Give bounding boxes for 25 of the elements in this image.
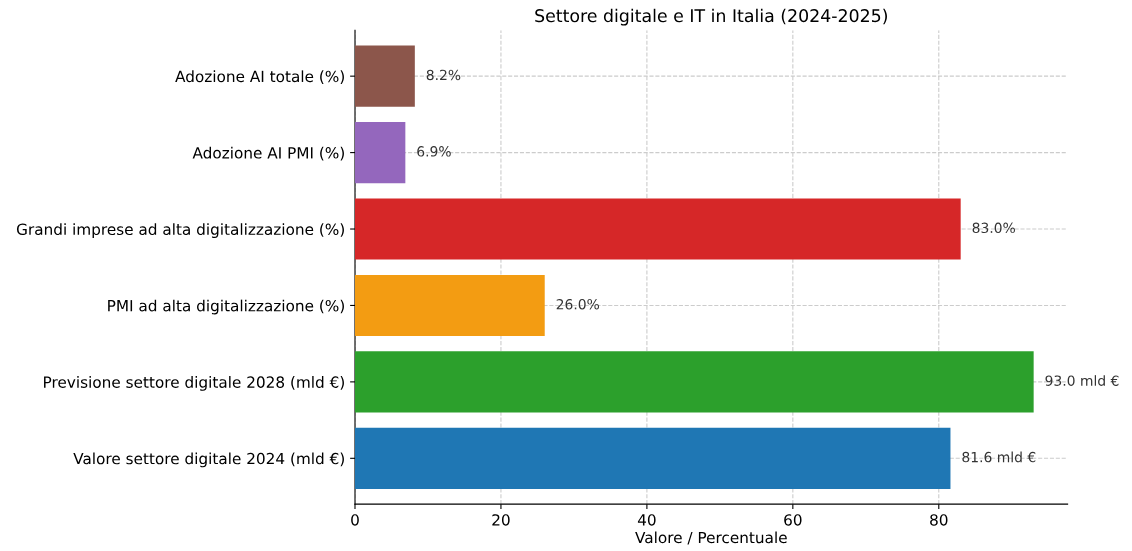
y-tick-label: Adozione AI PMI (%) <box>192 146 344 161</box>
data-label: 26.0% <box>556 298 600 310</box>
y-tick-label: Adozione AI totale (%) <box>175 70 344 84</box>
data-label: 81.6 mld € <box>962 451 1036 463</box>
bar <box>355 427 951 489</box>
x-axis-title: Valore / Percentuale <box>635 531 787 545</box>
y-tick-label: PMI ad alta digitalizzazione (%) <box>108 299 344 315</box>
x-tick-label: 20 <box>492 514 510 526</box>
bar <box>355 351 1034 413</box>
data-label: 8.2% <box>426 69 461 81</box>
x-tick-label: 0 <box>351 514 359 526</box>
y-tick-label: Previsione settore digitale 2028 (mld €) <box>44 376 344 391</box>
bar <box>355 198 961 260</box>
bar <box>355 122 406 184</box>
data-label: 93.0 mld € <box>1045 375 1119 386</box>
y-tick-label: Grandi imprese ad alta digitalizzazione (%) <box>16 223 344 238</box>
x-tick-label: 60 <box>784 514 802 526</box>
data-label: 6.9% <box>417 146 451 157</box>
x-tick-label: 80 <box>930 514 948 526</box>
y-tick-label: Valore settore digitale 2024 (mld €) <box>73 452 344 468</box>
chart-title: Settore digitale e IT in Italia (2024-2025) <box>535 8 887 26</box>
data-label: 83.0% <box>972 222 1015 234</box>
x-tick-label: 40 <box>637 514 656 526</box>
bar <box>355 45 415 107</box>
bar <box>355 274 545 337</box>
